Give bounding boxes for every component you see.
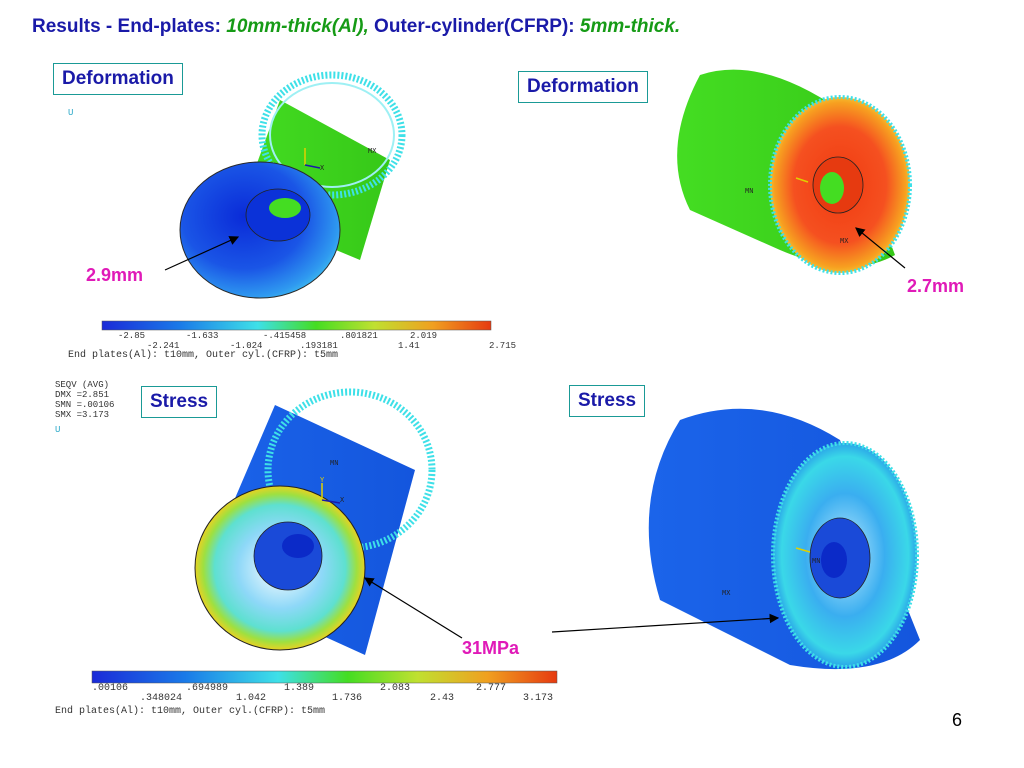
def-tick-8: 1.41	[398, 341, 420, 351]
def-tick-0: -2.85	[118, 331, 146, 341]
callout-2-9mm: 2.9mm	[86, 265, 144, 285]
def-tick-3: .801821	[340, 331, 378, 341]
stress-tick-8: 2.43	[430, 693, 455, 704]
stress-info-dmx: DMX =2.851	[55, 390, 110, 400]
stress-label-bottom-right: Stress	[569, 385, 646, 417]
def-tick-9: 2.715	[489, 341, 517, 351]
arrow-top-left	[164, 236, 240, 271]
deformation-legend-bar	[101, 320, 492, 331]
stress-tick-3: 2.083	[380, 683, 411, 694]
def-tick-2: -.415458	[263, 331, 307, 341]
stress-label-bottom-left: Stress	[141, 386, 218, 418]
arrow-top-right	[855, 227, 906, 269]
stress-tick-7: 1.736	[332, 693, 363, 704]
page-number: 6	[951, 710, 962, 730]
stress-info-smn: SMN =.00106	[55, 400, 115, 410]
stress-info-seqv: SEQV (AVG)	[55, 380, 110, 390]
stress-info-u: U	[55, 425, 61, 435]
fea-model-top-right	[677, 69, 912, 275]
def-tick-6: -1.024	[230, 341, 263, 351]
fea-model-top-left	[179, 71, 406, 299]
title-part4: 5mm-thick.	[579, 16, 681, 37]
x-axis-marker-top-left: X	[320, 165, 325, 173]
arrow-bottom-right	[551, 613, 780, 633]
stress-tick-2: 1.389	[284, 683, 315, 694]
slide-title: Results - End-plates: 10mm-thick(Al), Ou…	[32, 16, 680, 38]
mx-marker-bottom-right: MX	[722, 590, 731, 598]
fea-model-bottom-right	[648, 408, 920, 670]
deformation-caption: End plates(Al): t10mm, Outer cyl.(CFRP):…	[68, 350, 339, 361]
stress-tick-9: 3.173	[523, 693, 554, 704]
def-tick-1: -1.633	[186, 331, 219, 341]
title-part2: 10mm-thick(Al),	[226, 16, 369, 37]
fea-model-bottom-left	[194, 388, 436, 655]
mn-marker-bottom-right: MN	[812, 558, 820, 566]
callout-31mpa: 31MPa	[462, 638, 520, 658]
callout-2-7mm: 2.7mm	[907, 276, 965, 296]
def-tick-4: 2.019	[410, 331, 438, 341]
stress-tick-4: 2.777	[476, 683, 507, 694]
title-part3: Outer-cylinder(CFRP):	[368, 16, 580, 37]
deformation-label-top-right: Deformation	[518, 71, 648, 103]
stress-tick-5: .348024	[140, 693, 183, 704]
arrow-bottom-left	[363, 577, 463, 639]
stress-tick-0: .00106	[92, 683, 129, 694]
deformation-info-u: U	[68, 108, 74, 118]
stress-caption: End plates(Al): t10mm, Outer cyl.(CFRP):…	[55, 706, 326, 717]
def-tick-7: .193181	[300, 341, 338, 351]
stress-info-smx: SMX =3.173	[55, 410, 110, 420]
stress-tick-1: .694989	[186, 683, 229, 694]
mx-marker-top-left: MX	[368, 148, 377, 156]
y-axis-marker-bottom-left: Y	[320, 477, 325, 485]
def-tick-5: -2.241	[147, 341, 180, 351]
mn-marker-top-right: MN	[745, 188, 753, 196]
stress-legend-bar	[91, 670, 558, 684]
title-part1: Results - End-plates:	[32, 16, 227, 37]
deformation-label-top-left: Deformation	[53, 63, 183, 95]
x-axis-marker-bottom-left: X	[340, 497, 345, 505]
stress-tick-6: 1.042	[236, 693, 267, 704]
mx-marker-top-right: MX	[840, 238, 849, 246]
mn-marker-bottom-left: MN	[330, 460, 338, 468]
